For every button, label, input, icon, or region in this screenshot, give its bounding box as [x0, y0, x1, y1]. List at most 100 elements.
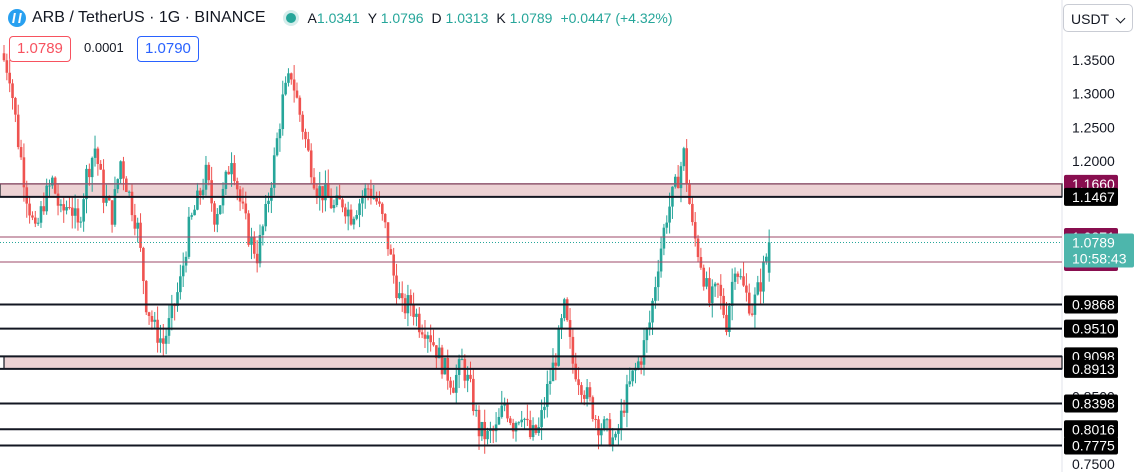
candle-body: [355, 215, 359, 219]
candle-body: [292, 79, 296, 91]
candle-body: [449, 380, 452, 388]
candle-body: [443, 357, 447, 375]
candle-body: [244, 203, 248, 214]
candle-body: [275, 138, 279, 156]
candle-body: [190, 215, 194, 217]
candle-body: [673, 176, 677, 187]
candle-body: [82, 199, 85, 222]
candle-body: [96, 148, 100, 164]
candle-body: [381, 203, 384, 214]
candle-body: [585, 387, 589, 399]
candle-body: [500, 405, 504, 417]
candle-body: [619, 410, 623, 431]
candle-body: [571, 336, 575, 364]
sell-button[interactable]: 1.0789: [9, 36, 71, 62]
candle-body: [304, 131, 307, 140]
candle-body: [608, 419, 612, 445]
candle-body: [420, 332, 424, 335]
candle-body: [560, 318, 563, 330]
level-badge-label: 0.8913: [1072, 361, 1115, 377]
candle-body: [543, 406, 546, 411]
candle-body: [466, 374, 469, 381]
candle-body: [693, 222, 697, 239]
candle-body: [19, 147, 23, 158]
level-badge: [1064, 436, 1118, 455]
candle-body: [392, 254, 395, 276]
candle-body: [301, 114, 304, 132]
candle-body: [437, 347, 441, 359]
candle-body: [36, 222, 40, 224]
level-badge-label: 0.8398: [1072, 396, 1115, 412]
candle-body: [22, 157, 26, 188]
candle-body: [181, 265, 185, 277]
candle-body: [372, 197, 376, 199]
buy-button[interactable]: 1.0790: [137, 36, 199, 62]
candle-body: [150, 315, 154, 322]
candle-body: [230, 163, 233, 175]
level-badge: [1064, 319, 1118, 338]
level-badge: [1064, 359, 1118, 378]
candle-body: [51, 177, 54, 186]
candle-body: [554, 362, 558, 366]
candle-body: [321, 186, 324, 201]
candle-body: [312, 177, 316, 189]
resistance-zone[interactable]: [0, 183, 1063, 198]
candle-body: [198, 190, 202, 196]
candle-body: [59, 204, 63, 206]
candle-body: [656, 271, 660, 288]
candle-body: [193, 209, 196, 216]
candle-body: [144, 281, 148, 313]
candle-body: [107, 197, 111, 201]
candle-body: [477, 409, 481, 437]
candle-body: [261, 226, 265, 235]
candle-body: [65, 207, 68, 211]
candle-body: [307, 139, 310, 151]
candle-body: [295, 90, 299, 98]
currency-select[interactable]: USDT: [1063, 4, 1133, 32]
candle-body: [696, 238, 700, 258]
candle-body: [469, 374, 472, 379]
candle-body: [53, 177, 57, 194]
candle-body: [511, 422, 515, 432]
candle-body: [332, 205, 336, 209]
candle-body: [563, 299, 566, 319]
candle-body: [127, 191, 131, 193]
candle-body: [42, 206, 46, 212]
candle-body: [645, 329, 649, 341]
candle-body: [415, 313, 418, 317]
y-tick-label: 1.3000: [1072, 86, 1115, 102]
candle-body: [267, 200, 270, 204]
candle-body: [602, 419, 606, 430]
candle-body: [196, 190, 199, 210]
candle-body: [79, 221, 83, 223]
candle-body: [588, 387, 592, 398]
current-price-label: 1.0789: [1072, 235, 1115, 251]
candle-body: [565, 299, 569, 321]
level-badge: [1064, 394, 1118, 413]
candle-body: [679, 166, 683, 189]
candle-body: [389, 249, 393, 255]
candle-body: [153, 319, 157, 322]
candle-body: [708, 278, 711, 303]
candle-body: [625, 384, 629, 413]
candle-body: [358, 203, 361, 216]
candle-body: [62, 204, 66, 211]
candle-body: [435, 345, 438, 359]
candle-body: [503, 404, 506, 406]
level-badge: [1064, 420, 1118, 439]
currency-label: USDT: [1071, 11, 1110, 27]
arbitrum-logo-icon: [8, 9, 26, 27]
market-status-icon: [285, 13, 296, 23]
candle-body: [93, 148, 97, 158]
candle-body: [298, 97, 302, 115]
candle-body: [238, 189, 242, 202]
candle-body: [577, 379, 580, 386]
level-badge: [1064, 187, 1118, 206]
resistance-zone[interactable]: [3, 355, 1063, 370]
candle-body: [216, 214, 219, 225]
candle-body: [2, 53, 6, 61]
candle-body: [765, 256, 768, 262]
candle-body: [605, 419, 609, 421]
symbol-title[interactable]: ARB / TetherUS · 1G · BINANCE: [32, 9, 266, 26]
